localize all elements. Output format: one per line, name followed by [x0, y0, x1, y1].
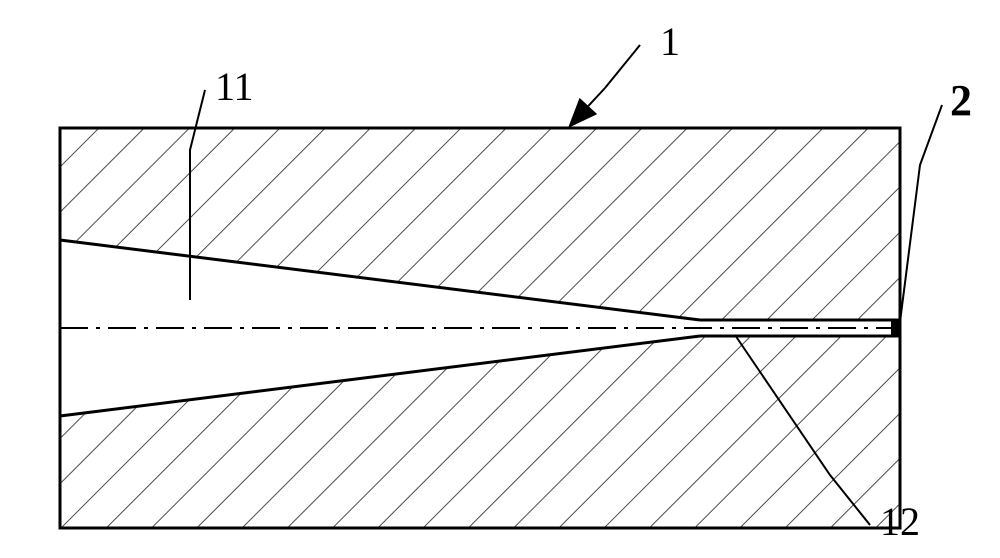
- label-12: 12: [880, 499, 920, 544]
- outlet-node: [891, 321, 901, 335]
- leader-1: [605, 45, 640, 88]
- label-1: 1: [660, 19, 680, 64]
- leader-2: [900, 105, 942, 322]
- label-2: 2: [950, 76, 972, 125]
- label-11: 11: [215, 64, 254, 109]
